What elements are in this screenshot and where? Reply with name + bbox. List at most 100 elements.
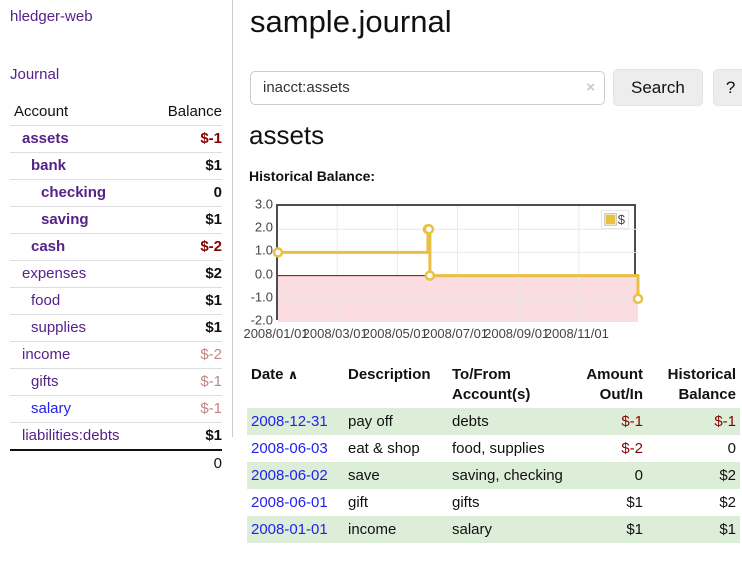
sidebar: hledger-web Journal Account Balance asse… bbox=[0, 0, 233, 477]
transaction-row: 2008-01-01 income salary $1 $1 bbox=[247, 516, 740, 543]
account-balance: 0 bbox=[148, 179, 222, 207]
account-row-checking: checking 0 bbox=[10, 179, 222, 207]
transaction-row: 2008-12-31 pay off debts $-1 $-1 bbox=[247, 408, 740, 435]
account-link-assets[interactable]: assets bbox=[22, 130, 69, 147]
x-tick-label: 2008/03/01 bbox=[302, 326, 368, 341]
transaction-row: 2008-06-03 eat & shop food, supplies $-2… bbox=[247, 435, 740, 462]
register-header-description: Description bbox=[348, 366, 431, 383]
sidebar-item-journal[interactable]: Journal bbox=[10, 66, 60, 83]
transaction-date-link[interactable]: 2008-01-01 bbox=[251, 521, 328, 538]
y-tick-label: -1.0 bbox=[250, 289, 273, 305]
register-header-balance: Historical Balance bbox=[667, 366, 736, 403]
transaction-amount: $-2 bbox=[621, 440, 643, 457]
help-button[interactable]: ? bbox=[712, 69, 742, 106]
y-tick-label: 2.0 bbox=[254, 219, 273, 235]
transaction-amount: $-1 bbox=[570, 408, 647, 435]
transaction-date-link[interactable]: 2008-06-02 bbox=[251, 467, 328, 484]
account-balance: $1 bbox=[148, 287, 222, 315]
account-link-supplies[interactable]: supplies bbox=[31, 319, 87, 336]
transaction-description: gift bbox=[348, 494, 369, 511]
y-tick-label: -2.0 bbox=[250, 312, 273, 328]
chart-legend: $ bbox=[600, 210, 629, 229]
chart-x-axis-labels: 2008/01/01 2008/03/01 2008/05/01 2008/07/01… bbox=[243, 326, 636, 344]
account-link-cash[interactable]: cash bbox=[31, 238, 66, 255]
account-link-gifts[interactable]: gifts bbox=[31, 373, 59, 390]
transaction-accounts: food, supplies bbox=[452, 440, 545, 457]
x-tick-label: 2008/11/01 bbox=[544, 326, 609, 341]
historical-balance-chart: 3.0 2.0 1.0 0.0 -1.0 -2.0 $ 2008/01/01 2008/03… bbox=[243, 197, 667, 344]
transaction-balance: 0 bbox=[727, 440, 736, 457]
transaction-row: 2008-06-01 gift gifts $1 $2 bbox=[247, 489, 740, 516]
account-balance: $-1 bbox=[148, 125, 222, 153]
account-balance: $1 bbox=[148, 422, 222, 450]
account-link-food[interactable]: food bbox=[31, 292, 61, 309]
accounts-total-value: 0 bbox=[148, 449, 222, 477]
transaction-amount: $1 bbox=[570, 516, 647, 543]
transaction-description: pay off bbox=[344, 408, 448, 435]
account-link-income[interactable]: income bbox=[22, 346, 71, 363]
x-tick-label: 2008/01/01 bbox=[243, 326, 309, 341]
register-header-date[interactable]: Date ∧ bbox=[247, 362, 344, 408]
x-tick-label: 2008/09/01 bbox=[484, 326, 550, 341]
transaction-balance: $1 bbox=[647, 516, 740, 543]
y-tick-label: 1.0 bbox=[254, 242, 273, 258]
account-balance: $-1 bbox=[148, 395, 222, 423]
accounts-table: Account Balance assets $-1 bank $1 check… bbox=[10, 99, 222, 477]
account-link-bank[interactable]: bank bbox=[31, 157, 67, 174]
transaction-date-link[interactable]: 2008-12-31 bbox=[251, 413, 328, 430]
app-title-link[interactable]: hledger-web bbox=[10, 8, 93, 25]
transaction-accounts: salary bbox=[448, 516, 570, 543]
clear-search-icon[interactable]: × bbox=[586, 78, 595, 96]
transaction-description: eat & shop bbox=[348, 440, 420, 457]
accounts-total-row: 0 bbox=[10, 449, 222, 477]
account-link-expenses[interactable]: expenses bbox=[22, 265, 87, 282]
account-row-expenses: expenses $2 bbox=[10, 260, 222, 288]
account-balance: $1 bbox=[148, 314, 222, 342]
transaction-date-link[interactable]: 2008-06-03 bbox=[251, 440, 328, 457]
register-header-row: Date ∧ Description To/From Account(s) Am… bbox=[247, 362, 740, 408]
transaction-balance: $-1 bbox=[647, 408, 740, 435]
account-balance: $-2 bbox=[148, 233, 222, 261]
search-input[interactable] bbox=[250, 70, 605, 105]
sort-ascending-icon: ∧ bbox=[287, 367, 299, 382]
accounts-header-balance: Balance bbox=[167, 103, 222, 120]
transaction-date-link[interactable]: 2008-06-01 bbox=[251, 494, 328, 511]
account-balance: $-1 bbox=[148, 368, 222, 396]
transaction-description: save bbox=[344, 462, 448, 489]
account-link-checking[interactable]: checking bbox=[41, 184, 107, 201]
account-row-liabilities-debts: liabilities:debts $1 bbox=[10, 422, 222, 450]
chart-y-axis-labels: 3.0 2.0 1.0 0.0 -1.0 -2.0 bbox=[247, 197, 273, 328]
legend-label: $ bbox=[617, 212, 625, 227]
transaction-amount: 0 bbox=[570, 462, 647, 489]
transaction-description: income bbox=[344, 516, 448, 543]
transaction-accounts: debts bbox=[448, 408, 570, 435]
transaction-accounts: saving, checking bbox=[448, 462, 570, 489]
account-balance: $1 bbox=[148, 206, 222, 234]
legend-swatch-icon bbox=[603, 213, 617, 226]
y-tick-label: 3.0 bbox=[254, 196, 273, 212]
account-link-liabilities-debts[interactable]: liabilities:debts bbox=[22, 427, 120, 444]
transaction-amount: $1 bbox=[626, 494, 643, 511]
account-heading: assets bbox=[249, 120, 325, 150]
account-row-salary: salary $-1 bbox=[10, 395, 222, 423]
account-row-supplies: supplies $1 bbox=[10, 314, 222, 342]
transaction-balance: $2 bbox=[647, 462, 740, 489]
account-row-bank: bank $1 bbox=[10, 152, 222, 180]
account-row-income: income $-2 bbox=[10, 341, 222, 369]
register-table: Date ∧ Description To/From Account(s) Am… bbox=[247, 362, 740, 543]
account-balance: $-2 bbox=[148, 341, 222, 369]
account-row-food: food $1 bbox=[10, 287, 222, 315]
account-row-gifts: gifts $-1 bbox=[10, 368, 222, 396]
register-header-amount: Amount Out/In bbox=[586, 366, 643, 403]
account-link-saving[interactable]: saving bbox=[41, 211, 89, 228]
account-row-saving: saving $1 bbox=[10, 206, 222, 234]
search-button[interactable]: Search bbox=[613, 69, 703, 106]
date-header-label: Date bbox=[251, 366, 284, 383]
account-row-cash: cash $-2 bbox=[10, 233, 222, 261]
x-tick-label: 2008/05/01 bbox=[362, 326, 428, 341]
account-row-assets: assets $-1 bbox=[10, 125, 222, 153]
transaction-balance: $2 bbox=[719, 494, 736, 511]
transaction-accounts: gifts bbox=[452, 494, 480, 511]
account-link-salary[interactable]: salary bbox=[31, 400, 72, 417]
